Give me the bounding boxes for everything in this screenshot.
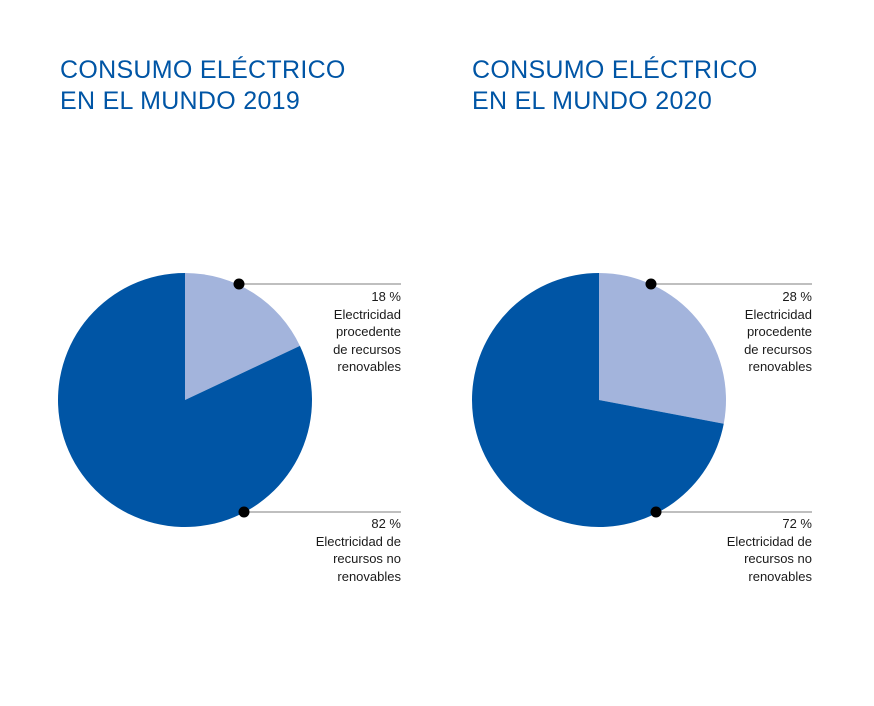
pie-2020-slice-nonrenewable — [471, 273, 724, 527]
pie-2020-renewable-label: 28 % Electricidad procedente de recursos… — [632, 288, 812, 376]
pie-2020-nonrenewable-percent: 72 % — [782, 516, 812, 531]
pie-chart-2019 — [57, 273, 401, 527]
pie-2020-nonrenewable-label-line: recursos no — [744, 551, 812, 567]
pie-chart-2020 — [471, 273, 812, 527]
pie-2020-nonrenewable-label-line: Electricidad de — [726, 533, 812, 549]
pie-2020-renewable-leader-dot — [645, 278, 657, 290]
pie-2020-renewable-label-line: Electricidad — [744, 306, 812, 322]
chart-title-2019-line-2: EN EL MUNDO 2019 — [60, 87, 301, 115]
pie-2019-nonrenewable-label-line: Electricidad de — [315, 533, 401, 549]
pie-2019-renewable-leader-dot — [233, 278, 245, 290]
chart-title-2019-line-1: CONSUMO ELÉCTRICO — [60, 56, 346, 84]
pie-2019-renewable-label-line: procedente — [335, 324, 401, 340]
pie-2019-renewable-label-line: renovables — [337, 359, 401, 375]
pie-2020-renewable-label-line: de recursos — [744, 341, 812, 357]
chart-title-2020-line-1: CONSUMO ELÉCTRICO — [472, 56, 758, 84]
pie-2019-nonrenewable-percent: 82 % — [371, 516, 401, 531]
pie-2019-renewable-label: 18 % Electricidad procedente de recursos… — [221, 288, 401, 376]
pie-2019-nonrenewable-leader-dot — [238, 506, 250, 518]
chart-title-2019: CONSUMO ELÉCTRICO EN EL MUNDO 2019 — [60, 55, 346, 117]
pie-2020-nonrenewable-leader-dot — [650, 506, 662, 518]
pie-2019-slice-renewable — [185, 273, 300, 400]
pie-2020-renewable-label-line: procedente — [746, 324, 812, 340]
pie-2019-renewable-label-line: Electricidad — [333, 306, 401, 322]
pie-2020-slice-renewable — [599, 273, 726, 424]
pie-2019-nonrenewable-label: 82 % Electricidad de recursos no renovab… — [221, 515, 401, 585]
pie-2019-slice-nonrenewable — [57, 273, 312, 527]
pie-2019-renewable-percent: 18 % — [371, 289, 401, 304]
chart-title-2020: CONSUMO ELÉCTRICO EN EL MUNDO 2020 — [472, 55, 758, 117]
pie-2020-nonrenewable-label: 72 % Electricidad de recursos no renovab… — [632, 515, 812, 585]
pie-2020-renewable-label-line: renovables — [748, 359, 812, 375]
pie-2020-nonrenewable-label-line: renovables — [748, 568, 812, 584]
chart-title-2020-line-2: EN EL MUNDO 2020 — [472, 87, 713, 115]
pie-2019-nonrenewable-label-line: renovables — [337, 568, 401, 584]
pie-2019-renewable-label-line: de recursos — [333, 341, 401, 357]
pie-2020-renewable-percent: 28 % — [782, 289, 812, 304]
pie-2019-nonrenewable-label-line: recursos no — [333, 551, 401, 567]
